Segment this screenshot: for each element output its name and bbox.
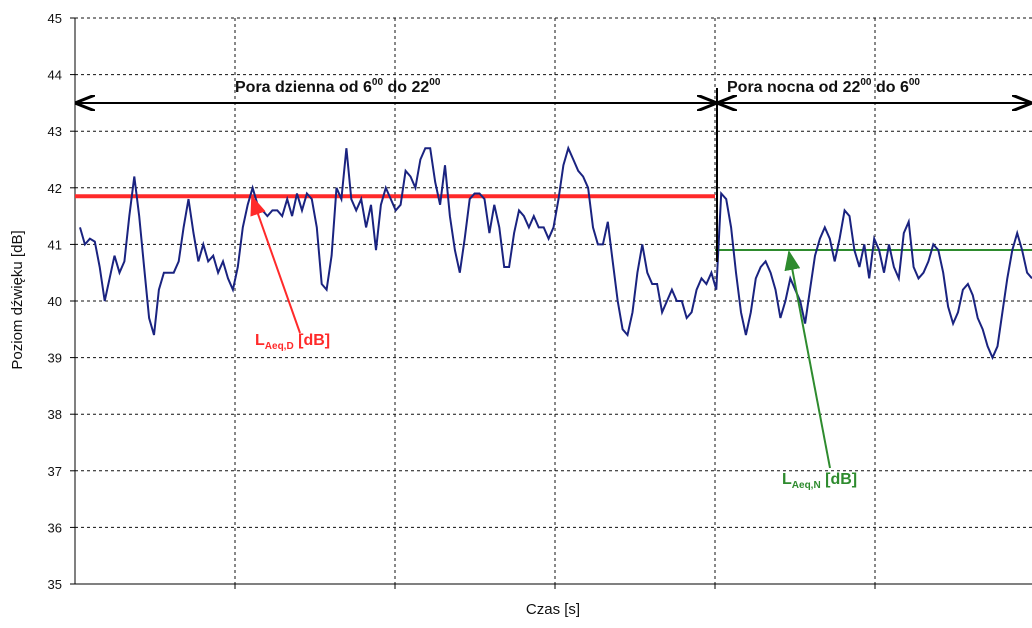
text: [dB] [294, 332, 330, 349]
y-tick-label: 44 [48, 68, 62, 83]
text: 00 [372, 77, 384, 88]
text: do 22 [383, 79, 429, 96]
text: do 6 [872, 79, 909, 96]
text: Aeq,D [265, 341, 294, 352]
y-tick-label: 38 [48, 407, 62, 422]
text: 00 [909, 77, 921, 88]
annotation-arrow [250, 195, 301, 334]
text: 00 [429, 77, 441, 88]
y-tick-label: 41 [48, 237, 62, 252]
y-tick-label: 43 [48, 124, 62, 139]
reference-label: LAeq,N [dB] [782, 471, 857, 491]
y-tick-label: 37 [48, 464, 62, 479]
text: L [782, 471, 792, 488]
text: Aeq,N [792, 480, 821, 491]
y-tick-label: 42 [48, 181, 62, 196]
text: [dB] [821, 471, 857, 488]
annotation-arrow [784, 250, 831, 469]
y-axis-label: Poziom dźwięku [dB] [9, 230, 26, 369]
data-line [79, 145, 1032, 361]
text: Pora dzienna od 6 [235, 79, 372, 96]
y-tick-label: 39 [48, 351, 62, 366]
y-tick-label: 40 [48, 294, 62, 309]
period-label: Pora dzienna od 600 do 2200 [235, 77, 441, 96]
text: Pora nocna od 22 [727, 79, 860, 96]
text: L [255, 332, 265, 349]
period-label: Pora nocna od 2200 do 600 [727, 77, 920, 96]
y-tick-label: 35 [48, 577, 62, 592]
x-axis-label: Czas [s] [526, 601, 580, 618]
y-tick-label: 36 [48, 520, 62, 535]
reference-label: LAeq,D [dB] [255, 332, 330, 352]
y-tick-label: 45 [48, 11, 62, 26]
text: 00 [860, 77, 872, 88]
